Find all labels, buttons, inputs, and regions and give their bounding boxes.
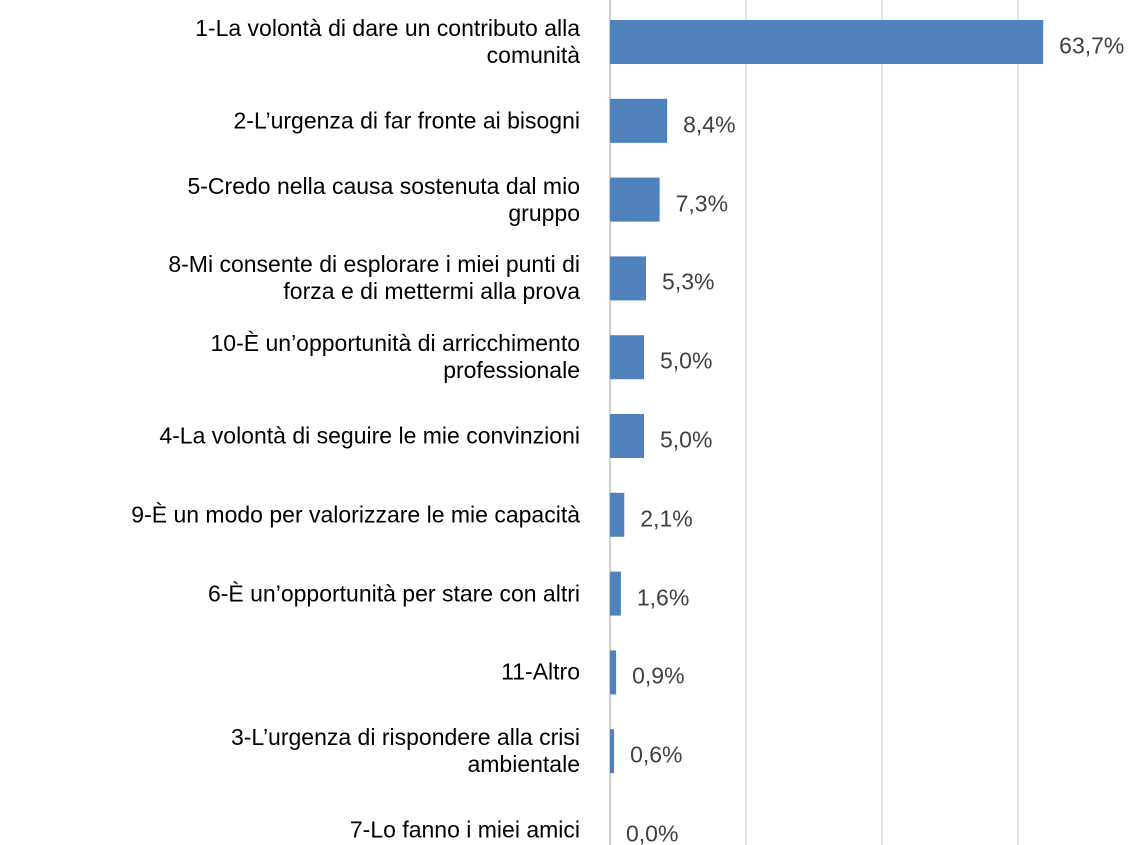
value-label: 5,3% [662,268,715,295]
category-label: 9-È un modo per valorizzare le mie capac… [131,501,580,528]
bar [610,650,617,695]
category-label: 6-È un’opportunità per stare con altri [207,580,580,607]
value-label: 7,3% [675,190,729,217]
value-label: 2,1% [640,505,693,532]
bar [610,492,625,537]
bar [610,571,621,616]
category-label: 5-Credo nella causa sostenuta dal mio gr… [187,172,580,226]
bar [610,20,1044,64]
bar [610,414,644,458]
bar [610,98,668,143]
value-label: 0,6% [630,741,683,768]
value-label: 0,9% [632,662,685,689]
value-label: 0,0% [626,820,679,845]
value-label: 1,6% [636,584,690,611]
category-label: 3-L’urgenza di rispondere alla crisi amb… [230,724,580,778]
bar [610,335,644,380]
bar [610,729,615,774]
category-label: 2-L’urgenza di far fronte ai bisogni [233,107,581,134]
category-label: 1-La volontà di dare un contributo alla … [195,15,580,68]
category-label: 8-Mi consente di esplorare i miei punti … [168,251,580,305]
category-label: 7-Lo fanno i miei amici [349,816,580,843]
value-label: 5,0% [660,426,713,453]
bar [610,177,660,222]
value-label: 8,4% [683,111,736,138]
bar [610,256,647,301]
category-label: 4-La volontà di seguire le mie convinzio… [159,422,580,449]
value-label: 63,7% [1059,32,1125,59]
value-label: 5,0% [660,347,713,374]
category-label: 11-Altro [501,658,580,685]
category-label: 10-È un’opportunità di arricchimento pro… [210,330,580,384]
